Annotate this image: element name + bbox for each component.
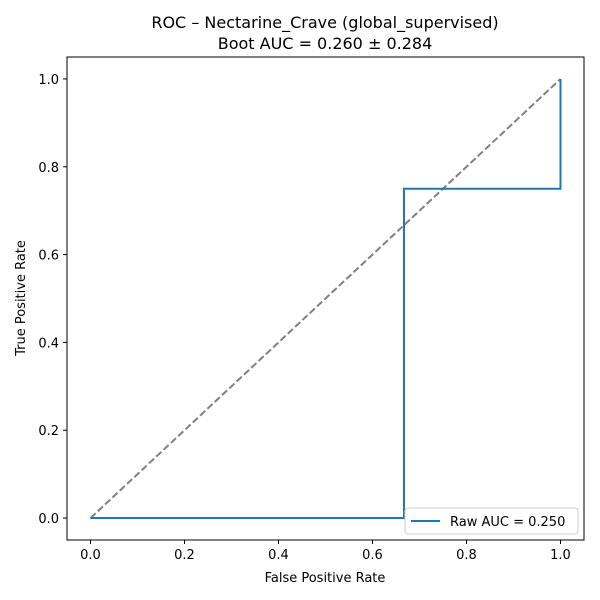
y-tick-label: 0.6	[38, 249, 59, 264]
y-tick-label: 0.2	[38, 424, 59, 439]
chart-subtitle: Boot AUC = 0.260 ± 0.284	[218, 34, 433, 53]
chart-title: ROC – Nectarine_Crave (global_supervised…	[151, 13, 498, 33]
x-tick-label: 0.2	[174, 548, 195, 563]
legend: Raw AUC = 0.250	[404, 507, 579, 535]
legend-box	[404, 507, 579, 535]
y-tick-label: 0.0	[38, 512, 59, 527]
y-tick-label: 0.4	[38, 336, 59, 351]
plot-area	[89, 78, 562, 520]
y-tick-label: 1.0	[38, 73, 59, 88]
x-axis-label: False Positive Rate	[265, 571, 386, 586]
roc-curve-line	[90, 78, 562, 520]
x-axis-ticks: 0.0 0.2 0.4 0.6 0.8 1.0	[80, 540, 571, 563]
y-tick-label: 0.8	[38, 161, 59, 176]
plot-frame	[66, 56, 585, 541]
x-tick-label: 0.6	[362, 548, 383, 563]
legend-label-raw-auc: Raw AUC = 0.250	[450, 515, 565, 530]
y-axis-label: True Positive Rate	[14, 240, 29, 357]
x-tick-label: 0.0	[80, 548, 101, 563]
x-tick-label: 0.8	[456, 548, 477, 563]
x-tick-label: 1.0	[550, 548, 571, 563]
x-tick-label: 0.4	[268, 548, 289, 563]
y-axis-ticks: 0.0 0.2 0.4 0.6 0.8 1.0	[38, 73, 67, 527]
chance-diagonal-line	[89, 78, 562, 519]
